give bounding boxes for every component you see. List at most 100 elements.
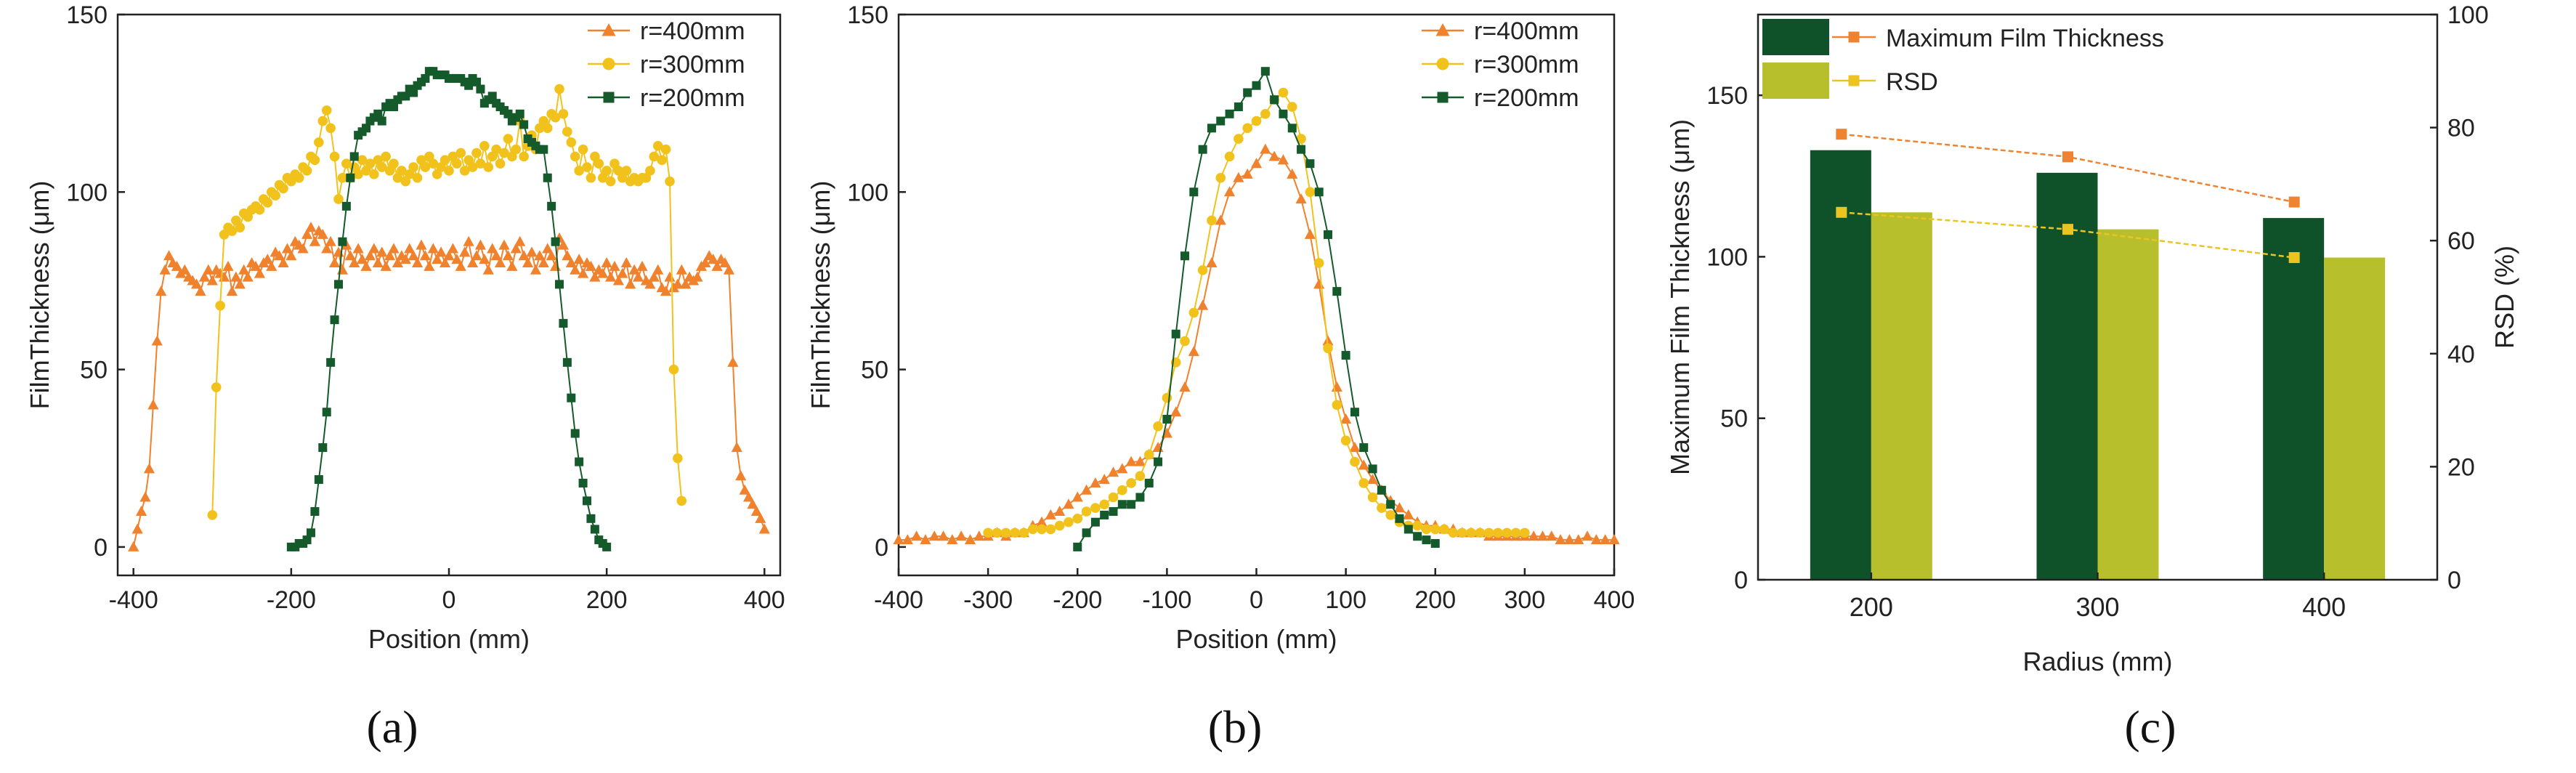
data-point bbox=[758, 523, 770, 534]
data-point bbox=[586, 172, 596, 183]
data-point bbox=[570, 264, 581, 275]
data-point bbox=[495, 158, 506, 169]
data-point bbox=[1270, 95, 1279, 105]
data-point bbox=[708, 254, 719, 264]
data-point bbox=[479, 140, 490, 151]
data-point bbox=[680, 278, 692, 289]
data-point bbox=[227, 226, 238, 236]
data-point bbox=[1153, 421, 1163, 432]
data-point bbox=[206, 275, 218, 286]
data-point bbox=[179, 264, 190, 275]
data-point bbox=[151, 335, 163, 346]
data-point bbox=[388, 243, 400, 254]
data-point bbox=[727, 356, 739, 367]
data-point bbox=[476, 84, 485, 94]
x-tick-label: -200 bbox=[1053, 586, 1102, 614]
data-point bbox=[338, 237, 347, 246]
data-point bbox=[147, 399, 159, 410]
data-point bbox=[128, 541, 139, 551]
x-axis-label: Position (mm) bbox=[1175, 624, 1337, 654]
data-point bbox=[322, 408, 331, 417]
data-point bbox=[464, 81, 474, 90]
data-point bbox=[573, 254, 585, 264]
legend-marker bbox=[1848, 31, 1860, 43]
data-point bbox=[262, 254, 273, 264]
data-point bbox=[341, 201, 351, 211]
y-tick-label: 150 bbox=[1706, 82, 1748, 110]
data-point bbox=[1359, 443, 1369, 453]
data-point bbox=[427, 243, 439, 254]
data-point bbox=[628, 264, 640, 275]
data-point bbox=[660, 286, 672, 296]
panel-a-label: (a) bbox=[366, 701, 418, 753]
data-point bbox=[1144, 478, 1154, 487]
data-point bbox=[380, 260, 392, 271]
data-point bbox=[499, 147, 509, 158]
series-r=200mm bbox=[286, 67, 612, 551]
data-point bbox=[1250, 158, 1263, 169]
data-point bbox=[665, 176, 675, 187]
data-point bbox=[250, 260, 262, 271]
data-point bbox=[463, 235, 474, 246]
y-tick-label: 100 bbox=[66, 179, 108, 206]
data-point bbox=[1296, 134, 1306, 144]
data-point bbox=[357, 155, 368, 166]
data-point bbox=[1297, 145, 1306, 154]
data-point bbox=[1305, 159, 1315, 169]
data-point bbox=[163, 250, 175, 261]
data-point bbox=[1260, 109, 1271, 119]
data-point bbox=[1439, 524, 1449, 535]
data-point bbox=[644, 278, 656, 289]
data-point bbox=[1233, 171, 1244, 182]
y2-tick-label: 80 bbox=[2447, 115, 2475, 142]
data-point bbox=[1279, 109, 1288, 118]
data-point bbox=[711, 260, 723, 271]
series-line bbox=[291, 70, 607, 548]
data-point bbox=[317, 228, 328, 239]
data-point bbox=[1143, 450, 1154, 460]
data-point bbox=[973, 530, 985, 541]
data-point bbox=[432, 254, 443, 264]
data-point bbox=[1332, 400, 1342, 410]
series-line bbox=[899, 148, 1614, 541]
data-point bbox=[1590, 534, 1602, 545]
data-point bbox=[1367, 492, 1378, 503]
data-point bbox=[1314, 187, 1324, 197]
data-point bbox=[1027, 524, 1038, 535]
legend-marker bbox=[1848, 75, 1860, 86]
legend-marker bbox=[603, 92, 615, 103]
data-point bbox=[1010, 527, 1020, 538]
data-point bbox=[1198, 145, 1207, 154]
legend-swatch bbox=[1762, 62, 1829, 99]
data-point bbox=[278, 257, 289, 268]
legend-swatch bbox=[1762, 19, 1829, 55]
data-point bbox=[1207, 124, 1216, 133]
data-point bbox=[1287, 124, 1297, 133]
data-point bbox=[1135, 471, 1146, 481]
y-tick-label: 50 bbox=[861, 357, 888, 384]
data-point bbox=[1117, 500, 1127, 509]
data-point bbox=[664, 271, 676, 282]
data-point bbox=[490, 250, 502, 261]
data-point bbox=[1117, 485, 1127, 495]
data-point bbox=[1099, 499, 1109, 510]
data-point bbox=[262, 198, 273, 208]
data-point bbox=[652, 140, 663, 151]
data-point bbox=[1260, 143, 1271, 154]
data-point bbox=[455, 260, 466, 271]
y-tick-label: 50 bbox=[1720, 405, 1748, 433]
legend-marker bbox=[602, 23, 616, 36]
y-axis-label: Maximum Film Thickness (μm) bbox=[1665, 119, 1695, 475]
data-point bbox=[254, 204, 265, 215]
series-line bbox=[211, 89, 683, 515]
data-point bbox=[565, 257, 577, 268]
data-point bbox=[360, 260, 372, 271]
legend-label: r=200mm bbox=[640, 84, 745, 112]
data-point bbox=[570, 429, 580, 438]
data-point bbox=[590, 525, 599, 534]
data-point bbox=[1395, 514, 1404, 523]
data-point bbox=[198, 271, 211, 282]
data-point bbox=[222, 260, 234, 271]
data-point bbox=[947, 534, 958, 545]
data-point bbox=[526, 246, 538, 257]
